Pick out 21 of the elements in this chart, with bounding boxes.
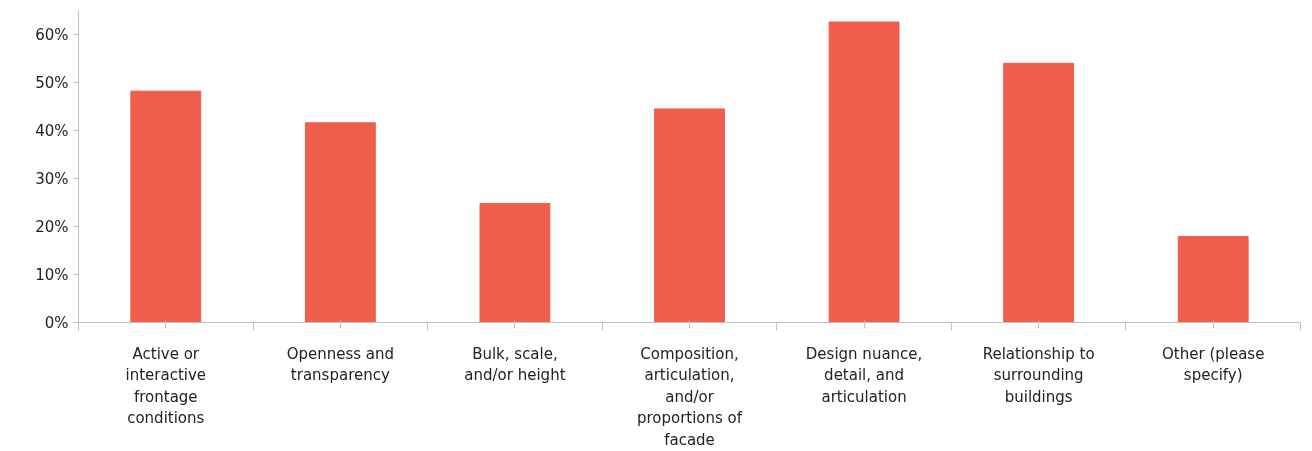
bar bbox=[130, 90, 202, 323]
bar bbox=[828, 21, 900, 323]
bar bbox=[654, 108, 725, 323]
y-tick-label: 40% bbox=[35, 121, 69, 140]
bar bbox=[1177, 236, 1249, 323]
y-tick-label: 10% bbox=[35, 265, 69, 284]
y-tick-label: 50% bbox=[35, 73, 69, 92]
x-tick-label: Design nuance, detail, and articulation bbox=[805, 344, 923, 406]
x-tick-label: Composition, articulation, and/or proportions of facade bbox=[636, 344, 743, 449]
y-tick-label: 60% bbox=[35, 25, 69, 44]
bar bbox=[1003, 62, 1075, 323]
x-tick-label: Other (please specify) bbox=[1162, 344, 1265, 385]
x-tick-label: Active or interactive frontage conditions bbox=[125, 344, 207, 428]
bar bbox=[479, 202, 551, 323]
y-tick-label: 30% bbox=[35, 169, 69, 188]
x-tick-label: Openness and transparency bbox=[286, 344, 395, 385]
y-tick-label: 20% bbox=[35, 217, 69, 236]
x-tick-label: Bulk, scale, and/or height bbox=[464, 344, 566, 385]
bar bbox=[304, 122, 376, 323]
y-tick-label: 0% bbox=[44, 313, 69, 332]
x-tick-label: Relationship to surrounding buildings bbox=[982, 344, 1095, 406]
